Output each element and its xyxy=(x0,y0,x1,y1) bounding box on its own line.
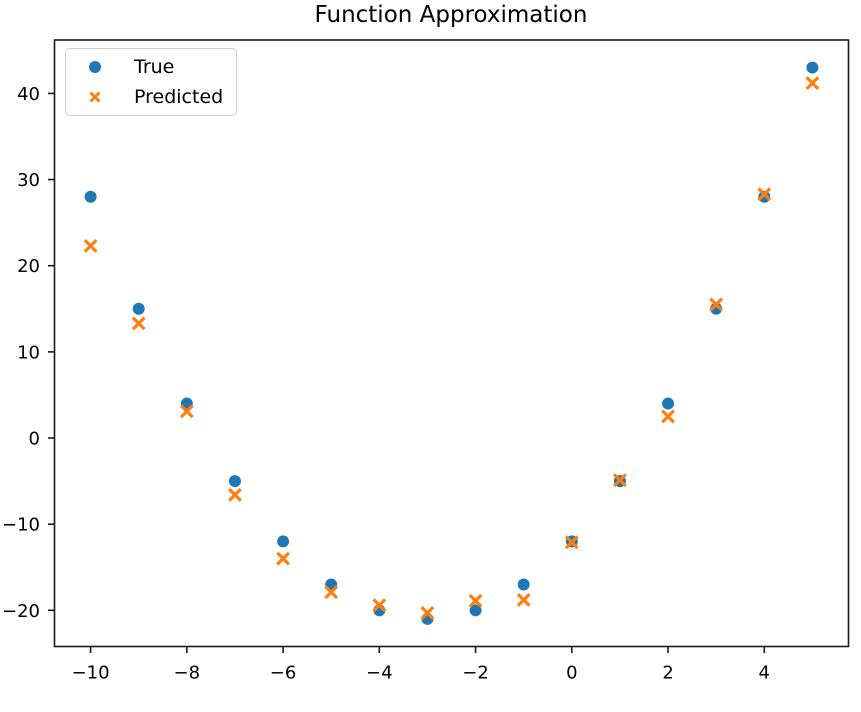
scatter-point-predicted xyxy=(564,535,579,550)
x-tick-label: −4 xyxy=(366,663,393,684)
scatter-point-predicted xyxy=(612,473,627,488)
axes-frame xyxy=(53,39,850,648)
legend: True Predicted xyxy=(65,48,237,116)
legend-item-predicted: Predicted xyxy=(66,82,236,112)
x-tick-label: −2 xyxy=(462,663,489,684)
scatter-point-true xyxy=(806,61,819,74)
scatter-point-predicted xyxy=(324,585,339,600)
scatter-point-predicted xyxy=(276,551,291,566)
scatter-point-predicted xyxy=(131,316,146,331)
scatter-point-true xyxy=(662,397,675,410)
predicted-x-marker-icon xyxy=(88,90,102,104)
y-tick-label: 30 xyxy=(17,170,40,191)
scatter-point-true xyxy=(132,302,145,315)
scatter-point-predicted xyxy=(709,297,724,312)
scatter-point-predicted xyxy=(805,76,820,91)
x-tick-label: −10 xyxy=(72,663,110,684)
scatter-point-true xyxy=(228,475,241,488)
y-tick-label: 10 xyxy=(17,342,40,363)
x-tick-label: −8 xyxy=(174,663,201,684)
y-tick-label: 0 xyxy=(29,429,40,450)
x-tick-label: 4 xyxy=(759,663,770,684)
y-tick-label: 40 xyxy=(17,84,40,105)
x-tick-label: −6 xyxy=(270,663,297,684)
y-tick-label: −20 xyxy=(2,601,40,622)
scatter-point-predicted xyxy=(83,238,98,253)
scatter-point-predicted xyxy=(468,593,483,608)
x-tick-label: 2 xyxy=(662,663,673,684)
y-tick-label: −10 xyxy=(2,515,40,536)
y-tick-label: 20 xyxy=(17,256,40,277)
scatter-point-true xyxy=(469,604,482,617)
scatter-point-predicted xyxy=(228,487,242,502)
scatter-point-predicted xyxy=(516,593,531,607)
legend-label-predicted: Predicted xyxy=(134,86,224,108)
true-circle-marker-icon xyxy=(88,60,102,74)
scatter-point-true xyxy=(758,190,771,203)
legend-label-true: True xyxy=(134,56,175,78)
scatter-point-predicted xyxy=(420,605,435,620)
chart-title: Function Approximation xyxy=(314,2,588,28)
scatter-point-predicted xyxy=(757,187,772,202)
scatter-point-true xyxy=(84,190,97,203)
scatter-point-true xyxy=(517,578,530,591)
scatter-point-true xyxy=(277,535,290,548)
scatter-point-predicted xyxy=(179,404,194,419)
x-tick-label: 0 xyxy=(566,663,577,684)
scatter-point-predicted xyxy=(661,409,675,424)
legend-item-true: True xyxy=(66,52,236,82)
scatter-point-predicted xyxy=(372,598,387,613)
